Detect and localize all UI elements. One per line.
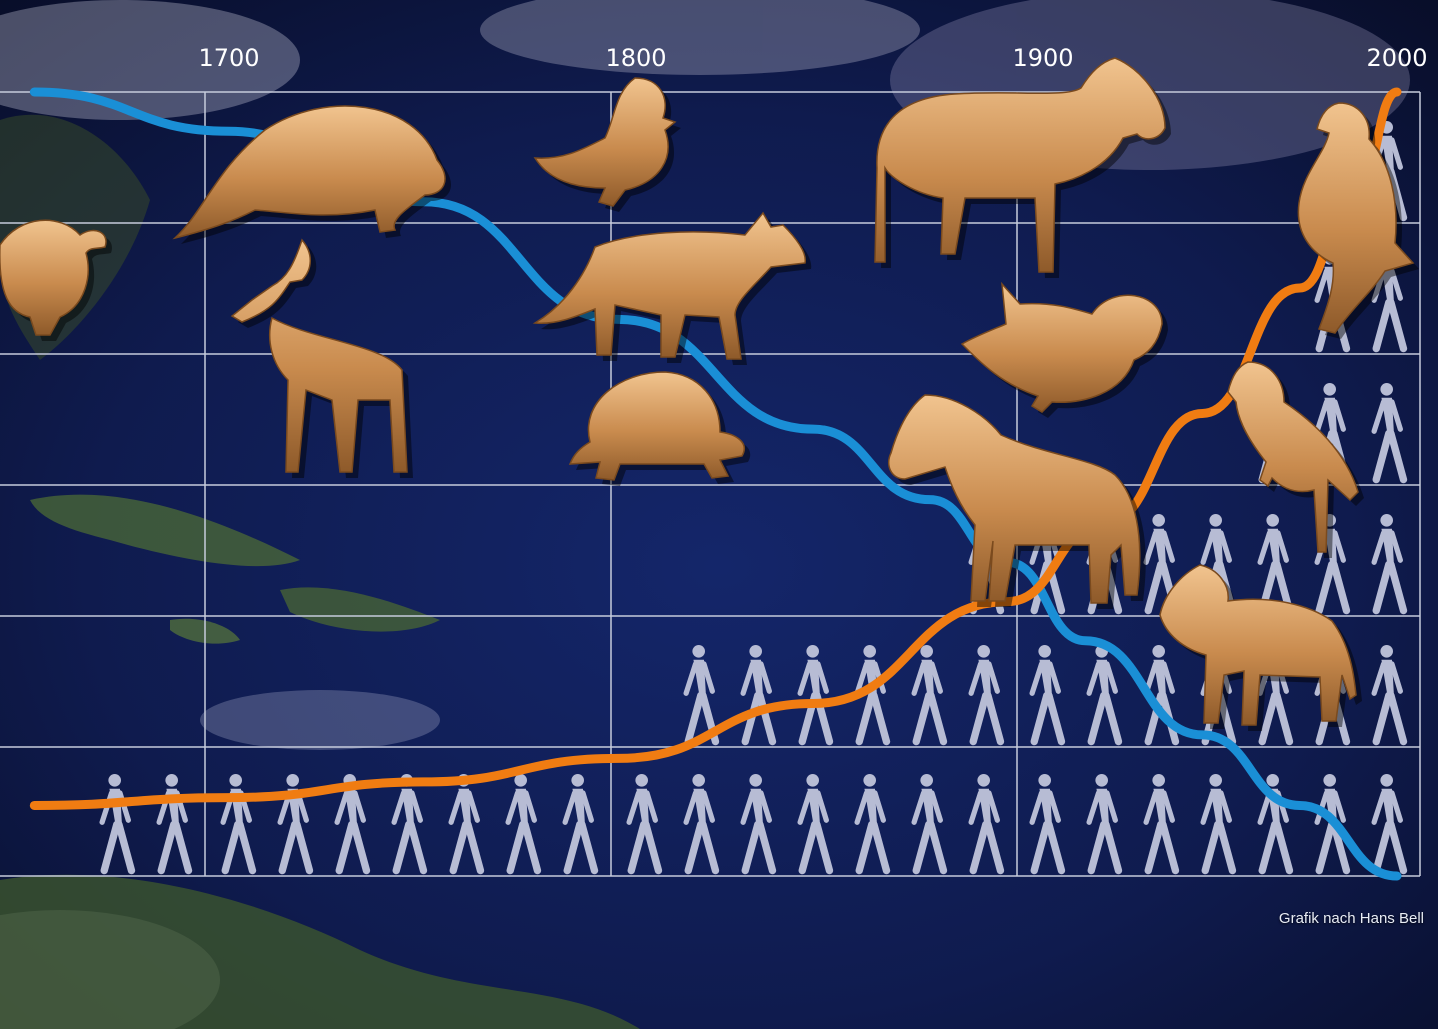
human-walker-icon (854, 774, 891, 875)
human-walker-icon (968, 645, 1005, 746)
human-walker-icon (911, 645, 948, 746)
human-walker-icon (1086, 774, 1123, 875)
tortoise-icon (568, 371, 751, 486)
carolina-parakeet-icon (1227, 361, 1364, 558)
x-tick-label: 2000 (1366, 44, 1427, 72)
series-line (29, 87, 1402, 810)
human-walker-icon (626, 774, 663, 875)
labrador-duck-icon (533, 77, 681, 212)
human-walker-icon (1029, 645, 1066, 746)
passenger-pigeon-icon (1297, 102, 1419, 339)
przewalski-horse-icon (887, 394, 1146, 609)
human-walker-icon (1200, 774, 1237, 875)
human-walker-icon (968, 774, 1005, 875)
quagga-icon (874, 57, 1171, 278)
human-walker-icon (740, 645, 777, 746)
wolf-icon (532, 211, 812, 365)
human-walker-icon (562, 774, 599, 875)
credit-text: Grafik nach Hans Bell (1278, 910, 1424, 927)
human-walker-icon (1371, 383, 1408, 484)
human-walker-icon (334, 774, 371, 875)
human-walker-icon (1371, 645, 1408, 746)
human-walker-icon (505, 774, 542, 875)
human-walker-icon (1086, 645, 1123, 746)
x-axis: 1700 1800 1900 2000 (198, 44, 1427, 72)
heath-hen-icon (960, 281, 1168, 418)
x-tick-label: 1900 (1012, 44, 1073, 72)
human-walker-icon (911, 774, 948, 875)
human-walker-icon (683, 774, 720, 875)
human-walker-icon (854, 645, 891, 746)
x-tick-label: 1700 (198, 44, 259, 72)
human-walker-icon (1029, 774, 1066, 875)
dodo-icon (0, 219, 112, 341)
x-tick-label: 1800 (605, 44, 666, 72)
blue-antelope-icon (230, 238, 413, 478)
human-walker-icon (1143, 774, 1180, 875)
animal-layer (0, 57, 1419, 731)
human-walker-icon (1314, 514, 1351, 615)
human-walker-icon (1371, 514, 1408, 615)
thylacine-icon (1159, 564, 1362, 731)
sea-cow-icon (172, 105, 452, 244)
human-walker-icon (1371, 774, 1408, 875)
human-walker-icon (797, 774, 834, 875)
human-walker-icon (448, 774, 485, 875)
human-walker-icon (740, 774, 777, 875)
human-walker-icon (1143, 645, 1180, 746)
